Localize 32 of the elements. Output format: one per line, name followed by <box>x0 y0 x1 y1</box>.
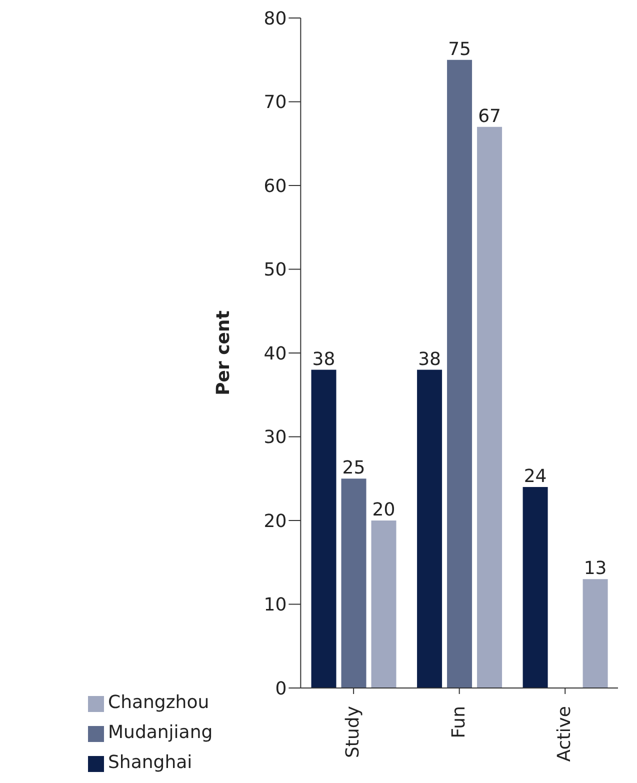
data-label: 67 <box>478 106 501 127</box>
y-tick-label: 40 <box>264 343 287 364</box>
data-label: 75 <box>448 38 471 60</box>
bar <box>447 60 472 688</box>
bar <box>371 520 396 688</box>
data-label: 38 <box>312 348 336 370</box>
bar <box>341 478 366 688</box>
bar <box>311 370 336 688</box>
y-tick-label: 20 <box>264 510 287 532</box>
data-label: 13 <box>584 558 607 580</box>
legend-label: Shanghai <box>108 752 192 773</box>
x-tick-label: Fun <box>448 706 470 738</box>
y-tick-label: 50 <box>264 260 287 281</box>
y-tick-label: 10 <box>264 594 287 616</box>
bar <box>522 487 548 688</box>
data-label: 24 <box>524 466 547 487</box>
bar <box>477 126 502 688</box>
y-tick-label: 60 <box>264 176 287 197</box>
data-label: 25 <box>342 458 366 479</box>
legend-label: Mudanjiang <box>108 722 213 743</box>
x-tick-label: Study <box>342 706 364 758</box>
y-tick-label: 0 <box>275 678 287 700</box>
data-label: 38 <box>418 348 441 370</box>
y-tick-label: 70 <box>264 92 287 114</box>
data-label: 20 <box>372 500 396 520</box>
bar <box>417 370 442 688</box>
legend-label: Changzhou <box>108 692 210 713</box>
y-tick-label: 80 <box>264 8 287 30</box>
x-tick-label: Active <box>554 706 576 762</box>
y-axis-title: Per cent <box>213 310 234 396</box>
y-tick-label: 30 <box>264 427 287 448</box>
bar <box>582 579 608 688</box>
